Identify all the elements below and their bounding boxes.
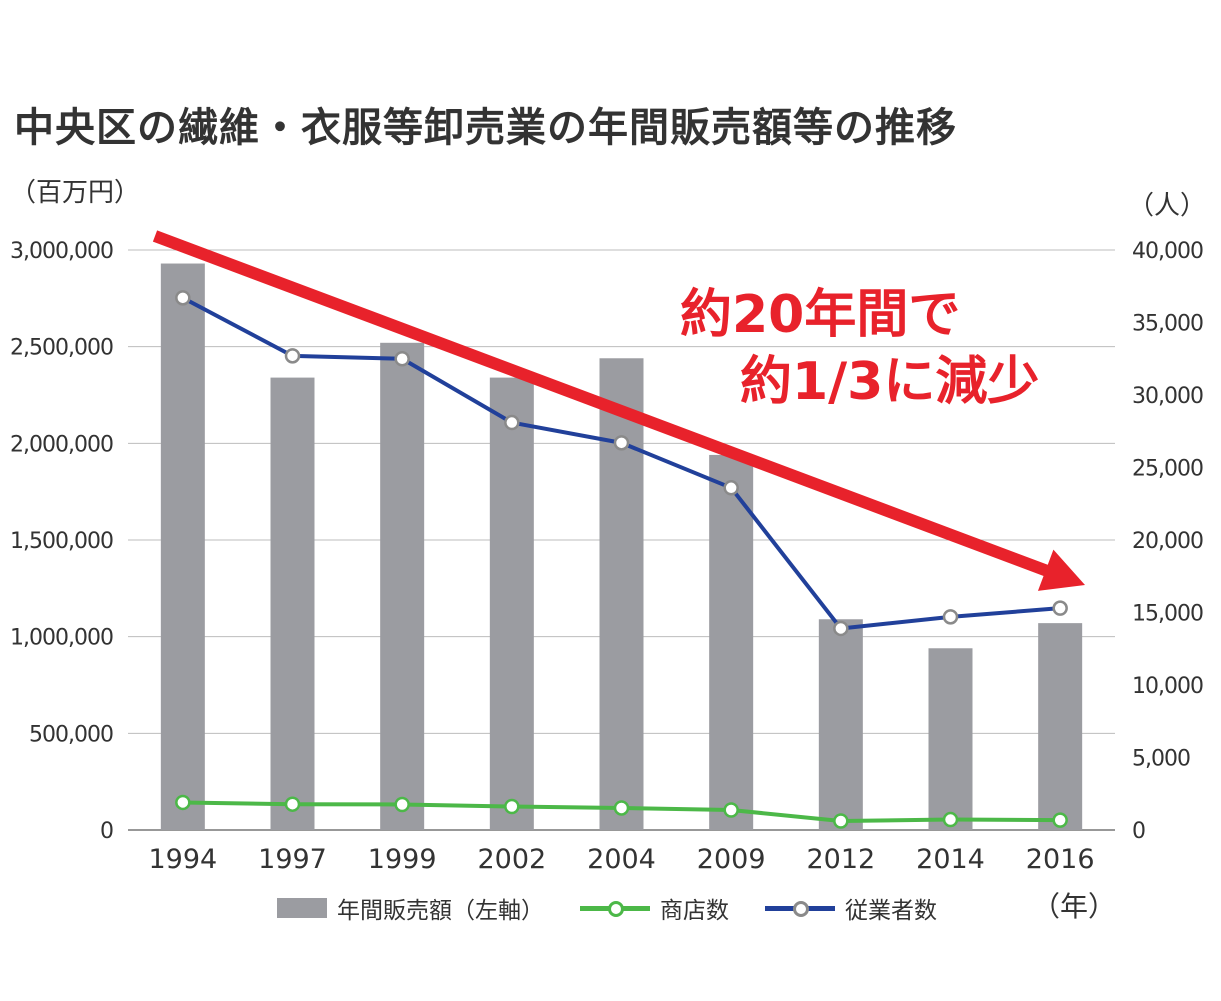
point-stores-2016 xyxy=(1052,812,1068,828)
point-employees-2009 xyxy=(723,480,739,496)
point-employees-2014 xyxy=(942,609,959,625)
legend: 年間販売額（左軸） 商店数 従業者数 xyxy=(277,891,973,925)
left-axis-unit: （百万円） xyxy=(10,178,141,208)
left-tick-label: 3,000,000 xyxy=(10,239,113,264)
x-tick-label: 1999 xyxy=(368,844,437,875)
x-tick-label: 1994 xyxy=(148,844,217,875)
legend-label-sales: 年間販売額（左軸） xyxy=(337,898,544,924)
left-tick-label: 1,000,000 xyxy=(10,626,113,651)
bar-2009 xyxy=(709,454,754,830)
x-tick-label: 2012 xyxy=(806,844,875,875)
right-tick-label: 25,000 xyxy=(1132,457,1203,482)
bar-2016 xyxy=(1038,623,1083,830)
x-tick-label: 2016 xyxy=(1026,844,1095,875)
point-stores-1994 xyxy=(175,794,191,811)
bar-2014 xyxy=(928,648,973,830)
point-employees-1994 xyxy=(175,290,191,306)
point-employees-2012 xyxy=(833,620,849,637)
point-stores-2014 xyxy=(942,811,959,828)
right-tick-label: 20,000 xyxy=(1132,529,1203,554)
right-tick-label: 10,000 xyxy=(1132,674,1203,699)
left-tick-label: 0 xyxy=(100,819,113,844)
point-employees-2016 xyxy=(1052,600,1068,616)
annotation-line-2: 約1/3に減少 xyxy=(740,352,1040,412)
legend-item-employees: 従業者数 xyxy=(765,891,937,925)
left-tick-label: 500,000 xyxy=(29,722,113,747)
right-tick-label: 5,000 xyxy=(1132,747,1190,772)
annotation-line-1: 約20年間で xyxy=(680,285,961,345)
point-stores-2012 xyxy=(833,813,849,829)
point-employees-2004 xyxy=(613,435,630,451)
x-tick-label: 1997 xyxy=(258,844,327,875)
trend-arrow-shaft xyxy=(152,230,1061,581)
point-employees-1997 xyxy=(284,348,301,364)
legend-label-stores: 商店数 xyxy=(660,898,729,924)
right-tick-label: 15,000 xyxy=(1132,602,1203,627)
legend-label-employees: 従業者数 xyxy=(845,898,937,924)
point-stores-2009 xyxy=(723,802,739,818)
x-tick-label: 2009 xyxy=(697,844,766,875)
legend-swatch-stores xyxy=(580,898,650,918)
right-axis-unit: （人） xyxy=(1128,191,1207,221)
right-tick-label: 0 xyxy=(1132,819,1145,844)
bar-2012 xyxy=(818,619,863,830)
left-tick-label: 2,500,000 xyxy=(10,336,113,361)
x-tick-label: 2004 xyxy=(587,844,656,875)
bar-1994 xyxy=(160,263,205,830)
point-stores-2002 xyxy=(504,798,520,815)
bar-1997 xyxy=(270,377,315,830)
right-tick-label: 30,000 xyxy=(1132,384,1203,409)
point-employees-1999 xyxy=(394,351,410,367)
point-employees-2002 xyxy=(504,414,520,431)
legend-swatch-employees xyxy=(765,898,835,918)
x-axis-unit: （年） xyxy=(1032,890,1117,923)
bar-1999 xyxy=(380,342,425,830)
point-stores-2004 xyxy=(613,800,630,816)
right-tick-label: 40,000 xyxy=(1132,239,1203,264)
bar-2004 xyxy=(599,358,644,830)
trend-arrow-head xyxy=(1037,549,1085,591)
legend-item-stores: 商店数 xyxy=(580,891,729,925)
point-stores-1997 xyxy=(284,796,301,812)
right-tick-label: 35,000 xyxy=(1132,312,1203,337)
left-tick-label: 1,500,000 xyxy=(10,529,113,554)
legend-item-sales: 年間販売額（左軸） xyxy=(277,891,544,925)
point-stores-1999 xyxy=(394,796,410,813)
x-tick-label: 2002 xyxy=(477,844,546,875)
x-tick-label: 2014 xyxy=(916,844,985,875)
chart-title: 中央区の繊維・衣服等卸売業の年間販売額等の推移 xyxy=(14,105,957,151)
bar-2002 xyxy=(489,377,534,830)
left-tick-label: 2,000,000 xyxy=(10,432,113,457)
legend-swatch-sales xyxy=(277,898,327,918)
